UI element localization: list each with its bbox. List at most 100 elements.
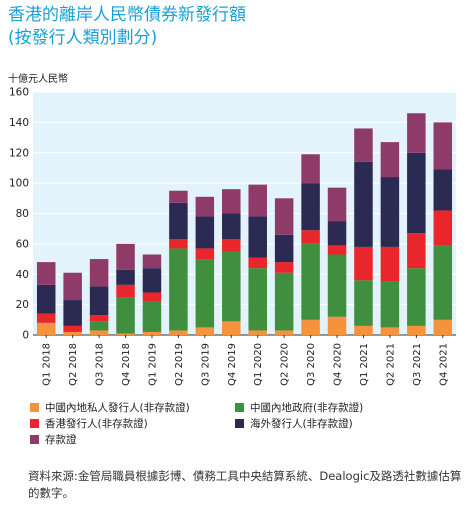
bar-segment: [169, 330, 188, 335]
x-tick-label: Q1 2020: [253, 343, 264, 386]
bar-segment: [248, 216, 267, 258]
x-tick-label: Q2 2021: [385, 343, 396, 386]
bar-segment: [89, 330, 109, 335]
bar-segment: [89, 321, 109, 331]
bar-segment: [407, 233, 426, 269]
bar-segment: [142, 292, 162, 302]
bar-segment: [407, 268, 426, 326]
bar-segment: [195, 327, 215, 335]
legend-label-hongkong: 香港發行人(非存款證): [45, 418, 148, 430]
bar-segment: [301, 243, 320, 320]
bar-segment: [195, 216, 215, 249]
y-tick-label: 120: [9, 147, 29, 159]
bar-segment: [169, 190, 188, 203]
bar-segment: [169, 239, 188, 249]
bar-segment: [301, 319, 320, 335]
bar-segment: [195, 259, 215, 328]
bar-segment: [327, 245, 347, 255]
bar-segment: [222, 251, 241, 322]
y-tick-label: 20: [16, 299, 29, 311]
legend-label-private: 中國內地私人發行人(非存款證): [45, 402, 190, 414]
y-tick-label: 100: [9, 178, 29, 190]
x-tick-label: Q4 2020: [333, 343, 344, 386]
legend-item-private: 中國內地私人發行人(非存款證): [30, 400, 190, 415]
x-tick-label: Q1 2019: [147, 343, 158, 386]
bar-segment: [63, 300, 82, 326]
bar-segment: [433, 122, 453, 170]
bar-segment: [142, 268, 162, 293]
x-tick-label: Q1 2021: [359, 343, 370, 386]
bar-segment: [195, 248, 215, 260]
x-tick-label: Q1 2018: [42, 343, 53, 386]
bar-segment: [327, 254, 347, 317]
bar-segment: [274, 198, 294, 235]
bar-segment: [248, 330, 267, 335]
x-tick-label: Q3 2019: [200, 343, 211, 386]
bar-segment: [89, 259, 109, 287]
bar-segment: [248, 184, 267, 217]
bar-segment: [116, 333, 135, 335]
bar-segment: [36, 262, 56, 285]
bar-segment: [195, 196, 215, 217]
bar-segment: [407, 113, 426, 153]
legend-swatch-government: [235, 403, 244, 412]
legend-item-hongkong: 香港發行人(非存款證): [30, 416, 148, 431]
bar-segment: [327, 316, 347, 335]
bar-segment: [354, 280, 373, 326]
legend-swatch-private: [30, 403, 39, 412]
bar-segment: [222, 239, 241, 252]
bar-segment: [380, 246, 400, 282]
bar-segment: [407, 152, 426, 234]
y-tick-label: 60: [16, 238, 29, 250]
bar-segment: [116, 269, 135, 285]
bar-segment: [36, 284, 56, 314]
y-axis-unit-label: 十億元人民幣: [8, 74, 68, 85]
bar-segment: [63, 331, 82, 335]
bar-segment: [274, 272, 294, 331]
bar-segment: [36, 322, 56, 335]
legend-swatch-hongkong: [30, 419, 39, 428]
bar-segment: [248, 268, 267, 331]
bar-segment: [63, 272, 82, 301]
legend-item-government: 中國內地政府(非存款證): [235, 400, 363, 415]
bar-segment: [433, 319, 453, 335]
bar-segment: [380, 142, 400, 178]
bar-segment: [354, 161, 373, 247]
x-tick-label: Q2 2019: [174, 343, 185, 386]
bar-segment: [274, 262, 294, 273]
bar-segment: [142, 254, 162, 269]
x-tick-label: Q3 2020: [306, 343, 317, 386]
legend-item-cd: 存款證: [30, 432, 77, 447]
y-tick-label: 80: [16, 208, 29, 220]
bar-segment: [301, 183, 320, 231]
x-tick-label: Q4 2018: [121, 343, 132, 386]
bar-segment: [380, 281, 400, 328]
y-tick-label: 40: [16, 269, 29, 281]
bar-segment: [407, 325, 426, 335]
title-line-1: 香港的離岸人民幣債券新發行額: [8, 5, 246, 25]
stacked-bar-chart: 0 20 40 60 80 100 120 140 160 Q1 2018 Q2 2018 Q3 20…: [9, 87, 456, 386]
x-tick-label: Q2 2018: [68, 343, 79, 386]
x-tick-label: Q3 2018: [95, 343, 106, 386]
bar-segment: [36, 313, 56, 323]
x-tick-label: Q2 2020: [280, 343, 291, 386]
bar-segment: [354, 128, 373, 162]
bar-segment: [222, 321, 241, 335]
bar-segment: [222, 189, 241, 214]
chart-title: 香港的離岸人民幣債券新發行額 (按發行人類別劃分): [8, 4, 464, 50]
legend-swatch-cd: [30, 435, 39, 444]
bar-segment: [142, 301, 162, 332]
bar-segment: [169, 248, 188, 331]
bar-segment: [380, 177, 400, 247]
y-tick-label: 140: [9, 117, 29, 129]
bar-segment: [63, 325, 82, 332]
legend-swatch-overseas: [235, 419, 244, 428]
bar-segment: [142, 331, 162, 335]
bar-segment: [301, 154, 320, 184]
bar-segment: [169, 202, 188, 240]
bar-segment: [116, 284, 135, 298]
legend-label-overseas: 海外發行人(非存款證): [250, 418, 353, 430]
bar-segment: [248, 257, 267, 269]
bar-segment: [433, 169, 453, 211]
bar-segment: [116, 297, 135, 334]
